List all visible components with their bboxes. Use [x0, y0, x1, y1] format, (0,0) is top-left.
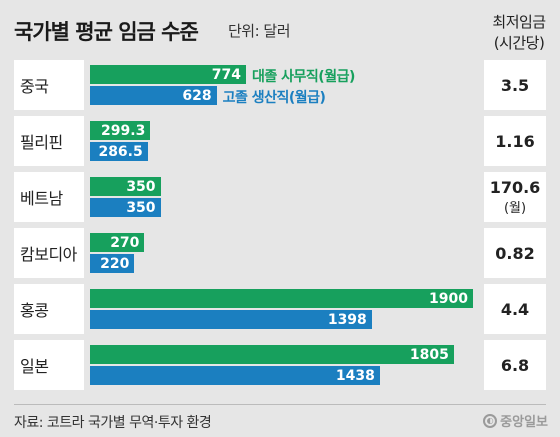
min-wage-cell: 3.5 [484, 60, 546, 110]
production-wage-value: 1398 [327, 311, 367, 328]
office-wage-value: 270 [110, 234, 140, 251]
min-wage-header-line2: (시간당) [493, 34, 545, 52]
office-wage-bar: 350 [90, 177, 161, 196]
chart-title: 국가별 평균 임금 수준 [14, 20, 199, 44]
min-wage-header: 최저임금 (시간당) [478, 12, 560, 54]
min-wage-value: 170.6 [489, 178, 541, 197]
min-wage-header-line1: 최저임금 [492, 13, 546, 31]
country-label: 홍콩 [14, 284, 84, 334]
min-wage-cell: 1.16 [484, 116, 546, 166]
production-wage-bar: 628 [90, 86, 217, 105]
source-text: 자료: 코트라 국가별 무역·투자 환경 [14, 415, 212, 431]
min-wage-value: 6.8 [500, 355, 530, 375]
office-wage-bar: 1805 [90, 345, 454, 364]
min-wage-value: 0.82 [495, 243, 535, 263]
min-wage-cell: 0.82 [484, 228, 546, 278]
production-wage-bar: 1398 [90, 310, 372, 329]
footer-divider [14, 404, 546, 405]
legend-office: 대졸 사무직(월급) [252, 69, 355, 85]
production-wage-bar: 350 [90, 198, 161, 217]
min-wage-cell: 170.6 (월) [484, 172, 546, 222]
min-wage-note: (월) [503, 201, 527, 216]
production-wage-value: 628 [182, 87, 212, 104]
country-label: 중국 [14, 60, 84, 110]
office-wage-value: 1900 [429, 290, 468, 307]
country-row: 베트남 350 350 170.6 (월) [14, 172, 546, 222]
production-wage-value: 220 [100, 255, 130, 272]
min-wage-cell: 6.8 [484, 340, 546, 390]
country-label: 필리핀 [14, 116, 84, 166]
country-row: 홍콩 1900 1398 4.4 [14, 284, 546, 334]
publisher-logo: ◐ 중앙일보 [483, 411, 548, 430]
office-wage-value: 350 [126, 178, 156, 195]
office-wage-value: 1805 [409, 346, 449, 363]
country-row: 중국 774 628 대졸 사무직(월급) 고졸 생산직(월급) 3.5 [14, 60, 546, 110]
production-wage-value: 350 [126, 199, 156, 216]
office-wage-bar: 1900 [90, 289, 473, 308]
min-wage-value: 1.16 [495, 131, 535, 151]
logo-mark-icon: ◐ [483, 413, 498, 428]
country-row: 일본 1805 1438 6.8 [14, 340, 546, 390]
country-label: 캄보디아 [14, 228, 84, 278]
country-row: 캄보디아 270 220 0.82 [14, 228, 546, 278]
office-wage-bar: 299.3 [90, 121, 151, 140]
country-row: 필리핀 299.3 286.5 1.16 [14, 116, 546, 166]
production-wage-bar: 220 [90, 254, 135, 273]
office-wage-value: 774 [211, 66, 242, 83]
min-wage-cell: 4.4 [484, 284, 546, 334]
legend-production: 고졸 생산직(월급) [222, 90, 326, 106]
office-wage-value: 299.3 [101, 122, 146, 139]
min-wage-value: 3.5 [500, 75, 530, 95]
production-wage-bar: 286.5 [90, 142, 148, 161]
country-label: 베트남 [14, 172, 84, 222]
production-wage-value: 286.5 [98, 143, 143, 160]
country-label: 일본 [14, 340, 84, 390]
logo-text: 중앙일보 [500, 415, 548, 430]
production-wage-bar: 1438 [90, 366, 380, 385]
unit-label: 단위: 달러 [228, 22, 291, 40]
min-wage-value: 4.4 [500, 299, 530, 319]
office-wage-bar: 774 [90, 65, 247, 84]
office-wage-bar: 270 [90, 233, 145, 252]
production-wage-value: 1438 [335, 367, 375, 384]
